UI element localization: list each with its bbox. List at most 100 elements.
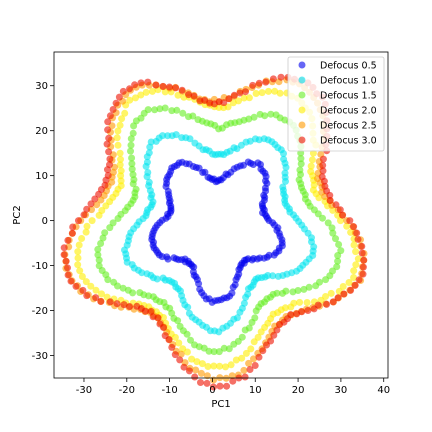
data-point <box>152 81 160 89</box>
data-point <box>99 234 107 242</box>
data-point <box>196 97 204 105</box>
data-point <box>117 155 124 163</box>
data-point <box>178 86 186 94</box>
data-point <box>329 267 336 275</box>
data-point <box>146 143 154 151</box>
data-point <box>316 278 323 286</box>
data-point <box>78 235 86 242</box>
data-point <box>322 293 329 300</box>
data-point <box>171 351 179 359</box>
series-defocus-0-5 <box>148 158 286 306</box>
data-point <box>87 282 95 290</box>
data-point <box>323 300 331 308</box>
data-point <box>154 314 162 322</box>
data-point <box>332 235 339 243</box>
legend-marker <box>298 136 306 144</box>
data-point <box>143 173 151 181</box>
data-point <box>198 360 206 368</box>
data-point <box>271 87 279 95</box>
data-point <box>94 245 102 253</box>
data-point <box>277 73 285 81</box>
data-point <box>298 308 306 316</box>
data-point <box>210 348 218 356</box>
data-point <box>165 83 173 91</box>
legend-label: Defocus 2.5 <box>320 121 377 132</box>
data-point <box>345 279 353 286</box>
data-point <box>225 345 233 353</box>
data-point <box>168 343 176 351</box>
data-point <box>165 336 173 344</box>
legend: Defocus 0.5 Defocus 1.0 Defocus 1.5 Defocus… <box>287 56 385 152</box>
x-tick-label: 0 <box>209 385 215 396</box>
data-point <box>216 362 224 370</box>
data-point <box>273 289 281 297</box>
data-point <box>104 118 112 126</box>
data-point <box>83 292 91 300</box>
data-point <box>340 290 348 298</box>
data-point <box>171 333 179 341</box>
data-point <box>350 223 358 231</box>
data-point <box>265 251 273 259</box>
data-point <box>245 324 253 332</box>
data-point <box>319 214 326 222</box>
data-point <box>290 299 298 307</box>
legend-marker <box>298 91 306 99</box>
data-point <box>88 217 96 225</box>
data-point <box>137 91 145 99</box>
data-point <box>187 336 194 344</box>
data-point <box>128 160 136 168</box>
data-point <box>185 113 192 121</box>
data-point <box>265 87 272 95</box>
data-point <box>203 379 211 387</box>
data-point <box>151 106 159 114</box>
data-point <box>175 339 183 347</box>
data-point <box>104 166 111 174</box>
data-point <box>102 202 110 210</box>
data-point <box>240 94 248 102</box>
data-point <box>319 155 327 163</box>
data-point <box>126 96 134 104</box>
data-point <box>220 344 228 352</box>
data-point <box>334 257 342 265</box>
x-tick-label: 40 <box>377 385 390 396</box>
data-point <box>301 225 308 233</box>
data-point <box>174 317 182 325</box>
data-point <box>276 89 284 97</box>
data-point <box>191 373 199 381</box>
data-point <box>138 269 146 277</box>
data-point <box>281 169 289 177</box>
data-point <box>116 161 124 169</box>
data-point <box>332 201 340 209</box>
data-point <box>60 244 68 252</box>
data-point <box>203 372 211 380</box>
data-point <box>216 382 224 390</box>
data-point <box>339 211 347 219</box>
data-point <box>326 197 334 204</box>
data-point <box>114 215 122 222</box>
data-point <box>106 155 114 163</box>
data-point <box>244 290 252 298</box>
data-point <box>359 263 367 271</box>
data-point <box>250 355 257 363</box>
data-point <box>354 255 362 263</box>
data-point <box>114 141 122 149</box>
data-point <box>153 275 161 283</box>
data-point <box>92 286 100 294</box>
legend-label: Defocus 0.5 <box>320 61 377 72</box>
data-point <box>343 222 351 230</box>
data-point <box>258 89 266 97</box>
data-point <box>353 229 361 237</box>
data-point <box>352 261 360 269</box>
data-point <box>160 314 167 321</box>
data-point <box>337 247 345 255</box>
legend-label: Defocus 2.0 <box>320 106 377 117</box>
series-defocus-1-5 <box>94 104 345 356</box>
data-point <box>232 356 240 364</box>
y-tick-label: 0 <box>42 216 48 227</box>
data-point <box>355 276 363 284</box>
data-point <box>205 347 213 355</box>
data-point <box>74 248 82 256</box>
data-point <box>194 116 202 124</box>
data-point <box>128 165 136 173</box>
